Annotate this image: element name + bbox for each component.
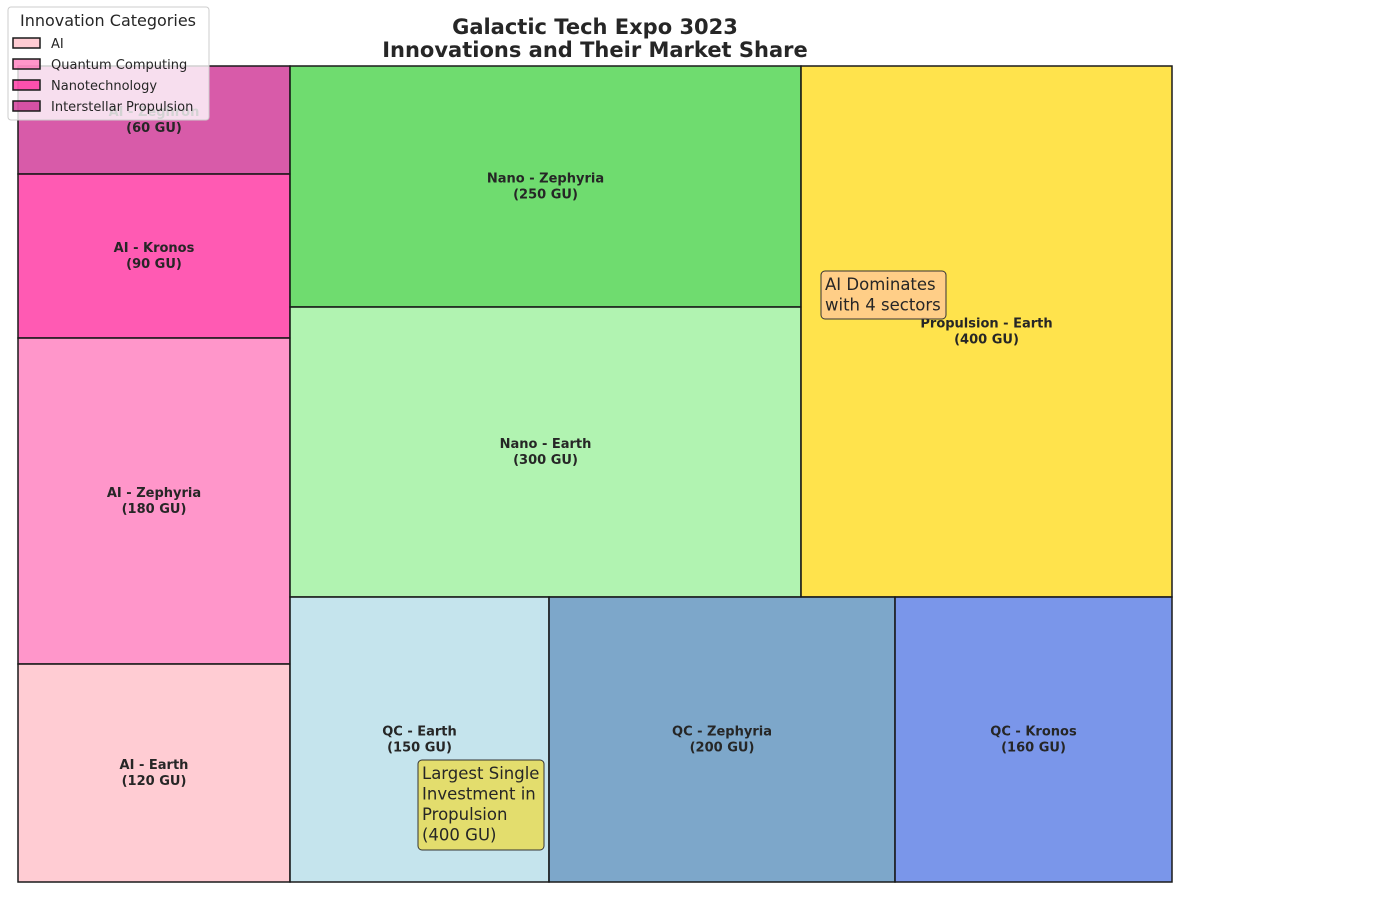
cell-label-nano-zephyria: Nano - Zephyria (250 GU): [487, 172, 604, 203]
legend: Innovation Categories AI Quantum Computin…: [7, 6, 210, 121]
cell-qc-zephyria: [548, 596, 896, 883]
annotation-2-box: [417, 759, 545, 851]
cell-label-nano-earth: Nano - Earth (300 GU): [500, 437, 592, 468]
cell-propulsion-earth: [800, 65, 1173, 598]
cell-label-propulsion-earth: Propulsion - Earth (400 GU): [920, 317, 1052, 348]
cell-label-qc-earth: QC - Earth (150 GU): [382, 725, 457, 756]
cell-nano-earth: [289, 306, 802, 598]
cell-ai-zephyria: [17, 337, 291, 665]
annotation-1-text: AI Dominates with 4 sectors: [825, 275, 941, 315]
chart-title-line-1: Galactic Tech Expo 3023: [452, 15, 738, 39]
legend-box: [7, 6, 210, 121]
legend-label-quantum-computing: Quantum Computing: [51, 58, 187, 73]
cell-ai-earth: [17, 663, 291, 883]
cell-qc-kronos: [894, 596, 1173, 883]
legend-swatch-quantum-computing: [12, 58, 41, 70]
legend-label-ai: AI: [51, 37, 64, 52]
cell-label-ai-earth: AI - Earth (120 GU): [120, 758, 189, 789]
legend-label-nanotechnology: Nanotechnology: [51, 79, 157, 94]
legend-swatch-ai: [12, 37, 41, 49]
cell-label-qc-kronos: QC - Kronos (160 GU): [990, 725, 1077, 756]
legend-title: Innovation Categories: [20, 11, 196, 30]
chart-title-line-2: Innovations and Their Market Share: [382, 38, 808, 62]
legend-swatch-interstellar-propulsion: [12, 100, 41, 112]
legend-label-interstellar-propulsion: Interstellar Propulsion: [51, 100, 193, 115]
annotation-2-text: Largest Single Investment in Propulsion (40…: [422, 764, 539, 845]
annotations: AI Dominates with 4 sectors Largest Single…: [417, 270, 947, 851]
annotation-1-box: [820, 270, 947, 320]
cell-ai-kronos: [17, 173, 291, 339]
cell-nano-zephyria: [289, 65, 802, 308]
cell-label-ai-zephyria: AI - Zephyria (180 GU): [107, 486, 201, 517]
cell-label-ai-kronos: AI - Kronos (90 GU): [114, 241, 195, 272]
cell-label-qc-zephyria: QC - Zephyria (200 GU): [672, 725, 772, 756]
treemap-cells: AI - Zeghron(60 GU)AI - Kronos(90 GU)AI …: [17, 65, 1173, 883]
legend-swatch-nanotechnology: [12, 79, 41, 91]
